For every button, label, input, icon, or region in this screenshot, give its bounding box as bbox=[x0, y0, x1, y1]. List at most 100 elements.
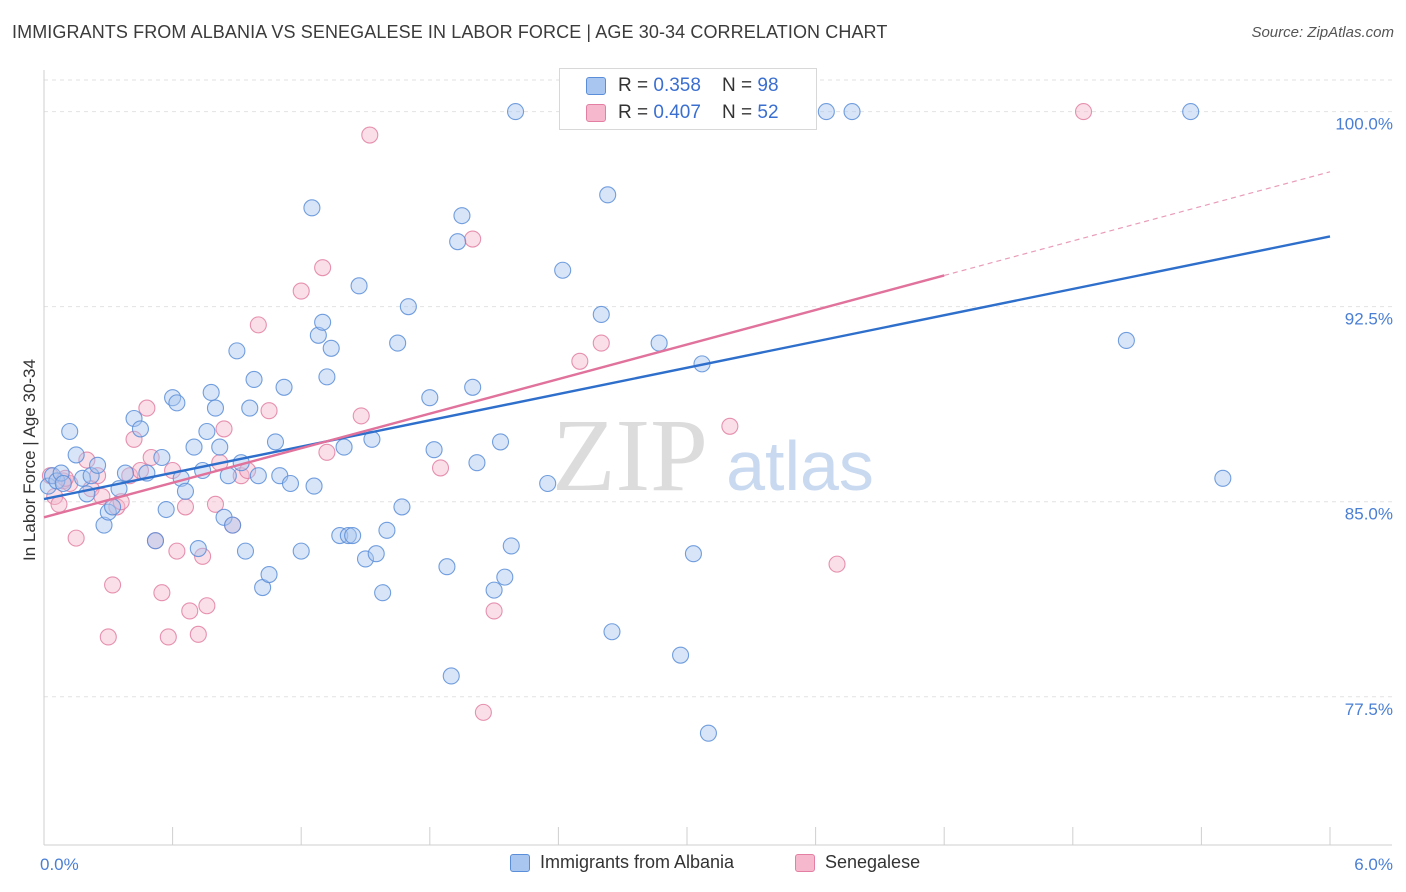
albania-point bbox=[292, 542, 310, 560]
y-tick-label: 85.0% bbox=[1345, 505, 1393, 524]
senegalese-point bbox=[314, 259, 332, 277]
senegalese-point bbox=[159, 628, 177, 646]
stats-legend: R = 0.358 N = 98 R = 0.407 N = 52 bbox=[559, 68, 817, 130]
senegalese-point bbox=[474, 703, 492, 721]
albania-point bbox=[303, 199, 321, 217]
albania-point bbox=[1182, 103, 1200, 121]
albania-point bbox=[314, 313, 332, 331]
albania-point bbox=[817, 103, 835, 121]
albania-point bbox=[554, 261, 572, 279]
albania-point bbox=[378, 521, 396, 539]
senegalese-point bbox=[571, 352, 589, 370]
albania-point bbox=[275, 378, 293, 396]
albania-point bbox=[843, 103, 861, 121]
y-tick-label: 100.0% bbox=[1335, 115, 1393, 134]
albania-point bbox=[260, 565, 278, 584]
senegalese-point bbox=[168, 542, 186, 560]
senegalese-point bbox=[485, 602, 503, 620]
albania-point bbox=[603, 623, 621, 641]
albania-point bbox=[52, 464, 70, 482]
albania-point bbox=[502, 537, 520, 555]
albania-point bbox=[1117, 331, 1135, 350]
senegalese-swatch bbox=[586, 104, 606, 122]
albania-point bbox=[485, 581, 503, 599]
albania-point bbox=[206, 399, 225, 417]
albania-point bbox=[684, 545, 702, 563]
albania-point bbox=[224, 516, 242, 534]
senegalese-point bbox=[352, 407, 370, 425]
albania-point bbox=[350, 277, 368, 295]
senegalese-point bbox=[50, 495, 68, 513]
albania-swatch bbox=[586, 77, 606, 95]
y-tick-label: 92.5% bbox=[1345, 310, 1393, 329]
senegalese-point bbox=[215, 420, 233, 438]
legend-albania-swatch bbox=[510, 854, 530, 872]
albania-point bbox=[335, 438, 353, 456]
gridlines bbox=[44, 79, 1392, 698]
albania-point bbox=[153, 448, 171, 467]
albania-point bbox=[241, 399, 259, 417]
senegalese-trend-extension bbox=[944, 171, 1331, 277]
legend-senegalese-label: Senegalese bbox=[825, 852, 921, 872]
senegalese-point bbox=[153, 584, 171, 602]
senegalese-point bbox=[99, 628, 117, 646]
albania-point bbox=[131, 420, 149, 438]
watermark-atlas: atlas bbox=[726, 427, 874, 505]
albania-point bbox=[442, 667, 460, 685]
albania-point bbox=[211, 438, 229, 456]
albania-point bbox=[539, 474, 557, 493]
albania-point bbox=[506, 103, 525, 121]
albania-point bbox=[468, 454, 486, 472]
albania-point bbox=[374, 584, 392, 602]
senegalese-point bbox=[194, 547, 212, 565]
senegalese-trend-line bbox=[43, 274, 945, 519]
senegalese-point bbox=[1074, 103, 1093, 121]
albania-point bbox=[421, 389, 439, 407]
albania-point bbox=[399, 298, 417, 316]
albania-point bbox=[1214, 469, 1232, 487]
albania-point bbox=[344, 526, 362, 545]
axes bbox=[43, 70, 1392, 846]
albania-trend-line bbox=[43, 235, 1331, 501]
senegalese-point bbox=[176, 498, 195, 516]
legend-senegalese-swatch bbox=[795, 854, 815, 872]
x-tick-label-max: 6.0% bbox=[1354, 855, 1393, 874]
albania-point bbox=[464, 378, 482, 396]
albania-point bbox=[438, 558, 456, 576]
albania-point bbox=[245, 370, 263, 389]
albania-point bbox=[699, 724, 717, 742]
chart-title: IMMIGRANTS FROM ALBANIA VS SENEGALESE IN… bbox=[12, 22, 888, 42]
watermark: ZIP atlas bbox=[552, 398, 874, 513]
albania-point bbox=[309, 326, 327, 344]
senegalese-point bbox=[125, 430, 143, 448]
albania-point bbox=[496, 568, 514, 586]
senegalese-point bbox=[78, 451, 96, 469]
albania-point bbox=[116, 464, 134, 482]
albania-point bbox=[228, 342, 246, 360]
albania-point bbox=[393, 498, 411, 516]
albania-point bbox=[67, 446, 85, 464]
senegalese-point bbox=[198, 597, 216, 615]
albania-point bbox=[198, 422, 216, 441]
albania-point bbox=[331, 526, 349, 545]
albania-point bbox=[318, 368, 336, 386]
senegalese-point bbox=[189, 625, 207, 643]
senegalese-point bbox=[721, 417, 739, 435]
watermark-zip: ZIP bbox=[552, 398, 708, 513]
senegalese-point bbox=[361, 126, 379, 144]
legend-albania-label: Immigrants from Albania bbox=[540, 852, 735, 872]
albania-point bbox=[89, 456, 107, 474]
senegalese-point bbox=[67, 529, 85, 547]
albania-point bbox=[146, 532, 165, 550]
senegalese-point bbox=[318, 443, 336, 461]
albania-point bbox=[650, 334, 668, 352]
albania-point bbox=[672, 646, 690, 664]
albania-point bbox=[305, 477, 323, 495]
tick-labels: 77.5% 85.0% 92.5% 100.0% 0.0% 6.0% bbox=[40, 115, 1393, 874]
albania-point bbox=[356, 550, 375, 568]
albania-point bbox=[339, 526, 357, 545]
x-tick-label-min: 0.0% bbox=[40, 855, 79, 874]
albania-point bbox=[185, 438, 203, 456]
albania-point bbox=[61, 422, 79, 441]
